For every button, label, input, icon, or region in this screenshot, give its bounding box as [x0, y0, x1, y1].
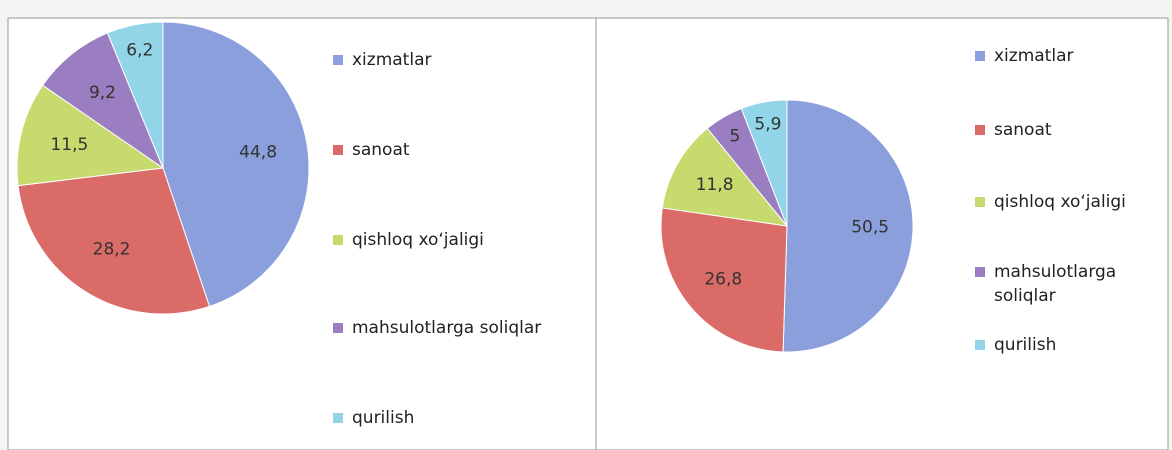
- legend-label: xizmatlar: [994, 46, 1074, 66]
- slice-label: 11,5: [50, 135, 88, 155]
- legend-item: mahsulotlarga soliqlar: [975, 260, 1135, 308]
- pie-slice: [17, 167, 211, 315]
- pie-slice: [660, 207, 788, 353]
- legend-label: qurilish: [352, 408, 415, 428]
- slice-label: 9,2: [89, 83, 116, 103]
- legend-item: xizmatlar: [975, 44, 1135, 68]
- legend-label: sanoat: [352, 140, 410, 160]
- legend-item: mahsulotlarga soliqlar: [333, 316, 593, 340]
- slice-label: 6,2: [126, 41, 153, 61]
- pie-slice: [661, 127, 789, 227]
- legend-item: xizmatlar: [333, 48, 593, 72]
- slice-label: 26,8: [704, 269, 742, 289]
- legend-item: qurilish: [333, 406, 593, 430]
- legend-item: qishloq xo‘jaligi: [975, 190, 1135, 214]
- slice-label: 11,8: [696, 175, 734, 195]
- slice-label: 5: [730, 127, 741, 147]
- pie-slice: [782, 99, 914, 353]
- legend-swatch: [333, 235, 343, 245]
- legend-item: qurilish: [975, 333, 1135, 357]
- pie-slice: [41, 32, 165, 170]
- legend-label: mahsulotlarga soliqlar: [994, 262, 1117, 306]
- slice-label: 44,8: [239, 142, 277, 162]
- pie-slice: [16, 84, 165, 187]
- legend-swatch: [975, 340, 985, 350]
- slice-label: 28,2: [93, 239, 131, 259]
- legend-label: qishloq xo‘jaligi: [994, 192, 1126, 212]
- legend-item: qishloq xo‘jaligi: [333, 228, 593, 252]
- legend-item: sanoat: [333, 138, 593, 162]
- legend-label: sanoat: [994, 120, 1052, 140]
- legend-label: mahsulotlarga soliqlar: [352, 318, 542, 338]
- legend-swatch: [975, 267, 985, 277]
- slice-label: 5,9: [754, 114, 781, 134]
- legend-label: xizmatlar: [352, 50, 432, 70]
- slice-label: 50,5: [851, 217, 889, 237]
- legend-swatch: [333, 413, 343, 423]
- legend-swatch: [333, 55, 343, 65]
- legend-label: qurilish: [994, 335, 1057, 355]
- pie-slice: [162, 21, 310, 308]
- legend-swatch: [975, 125, 985, 135]
- pie-slice: [740, 99, 788, 227]
- legend-label: qishloq xo‘jaligi: [352, 230, 484, 250]
- legend-swatch: [975, 197, 985, 207]
- legend-item: sanoat: [975, 118, 1135, 142]
- legend-swatch: [975, 51, 985, 61]
- legend-swatch: [333, 145, 343, 155]
- pie-slice: [106, 21, 164, 169]
- legend-swatch: [333, 323, 343, 333]
